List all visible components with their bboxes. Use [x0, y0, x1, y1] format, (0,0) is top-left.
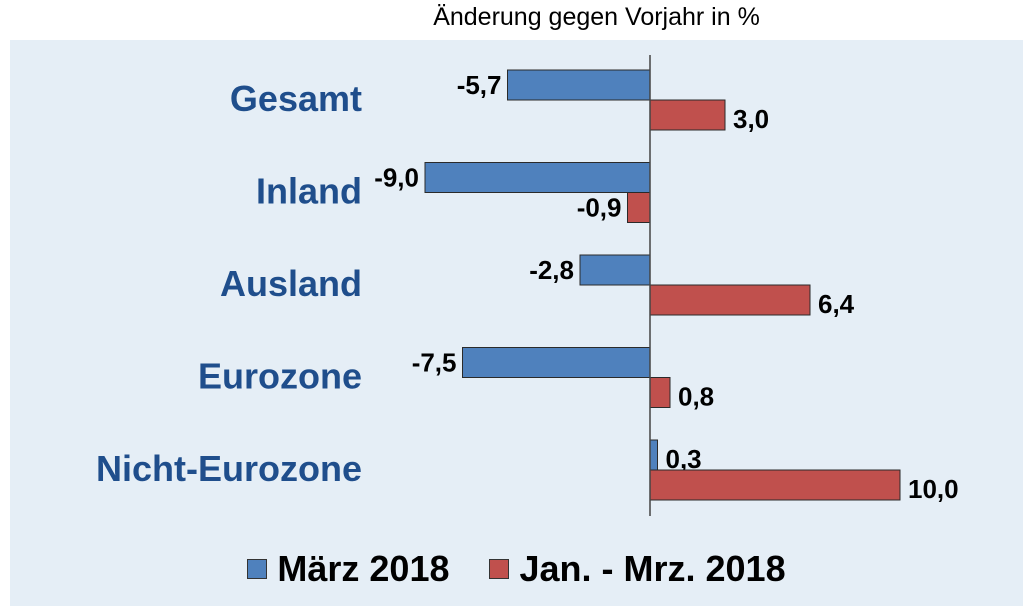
- category-label-4: Nicht-Eurozone: [96, 448, 362, 489]
- legend-item-march: März 2018: [247, 548, 449, 590]
- data-label-s0-c0: -5,7: [457, 70, 502, 100]
- bar-s1-c2: [649, 284, 811, 316]
- bar-s0-c1: [424, 162, 651, 193]
- data-label-s1-c3: 0,8: [678, 382, 714, 412]
- bar-s0-c2: [579, 254, 651, 286]
- category-label-2: Ausland: [220, 263, 362, 304]
- data-label-s0-c4: 0,3: [666, 444, 702, 474]
- legend: März 2018 Jan. - Mrz. 2018: [0, 548, 1033, 590]
- legend-label-jan-mar: Jan. - Mrz. 2018: [519, 548, 786, 589]
- legend-swatch-jan-mar: [489, 559, 510, 579]
- data-label-s1-c4: 10,0: [908, 474, 959, 504]
- legend-label-march: März 2018: [277, 548, 450, 589]
- bar-s1-c4: [649, 469, 901, 501]
- category-label-0: Gesamt: [230, 78, 362, 119]
- chart-subtitle: Änderung gegen Vorjahr in %: [433, 3, 760, 31]
- data-label-s0-c2: -2,8: [529, 255, 574, 285]
- data-label-s1-c2: 6,4: [818, 289, 855, 319]
- bar-s0-c0: [507, 69, 651, 101]
- category-label-1: Inland: [256, 171, 362, 212]
- legend-swatch-march: [247, 559, 268, 579]
- legend-item-jan-mar: Jan. - Mrz. 2018: [489, 548, 786, 590]
- bar-s1-c3: [649, 377, 671, 408]
- bar-s0-c3: [462, 347, 651, 378]
- data-label-s0-c1: -9,0: [374, 163, 419, 193]
- data-label-s1-c1: -0,9: [577, 193, 622, 223]
- bar-s0-c4: [649, 439, 658, 471]
- bar-s1-c1: [627, 192, 651, 223]
- data-label-s0-c3: -7,5: [412, 348, 457, 378]
- category-label-3: Eurozone: [198, 356, 362, 397]
- chart-panel: [10, 40, 1023, 606]
- bar-s1-c0: [649, 99, 726, 131]
- data-label-s1-c0: 3,0: [733, 104, 769, 134]
